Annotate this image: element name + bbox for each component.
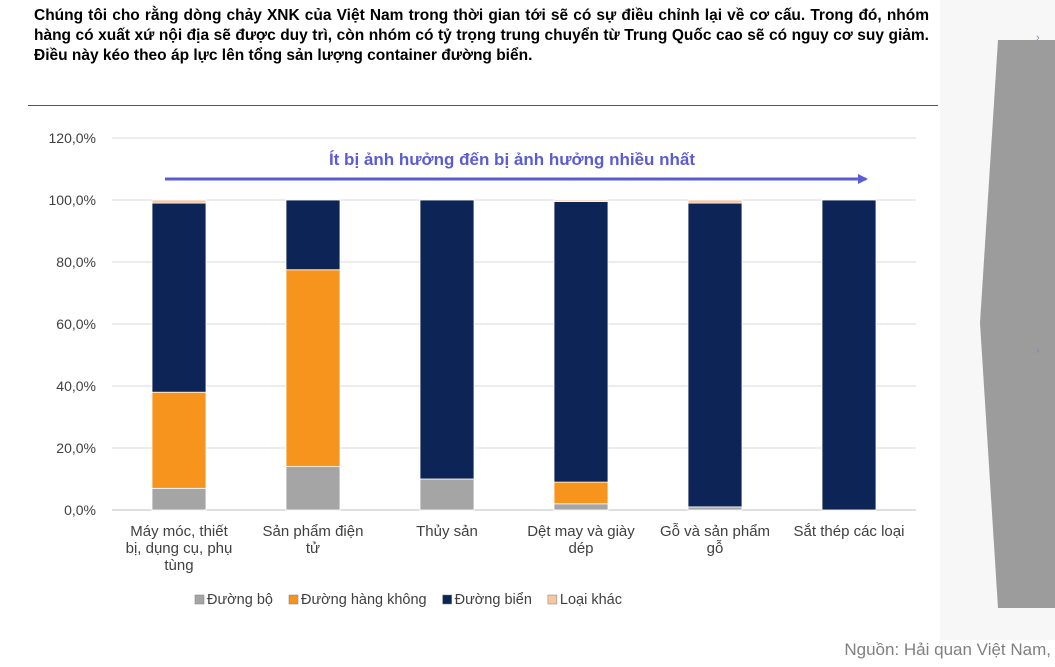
bar-segment <box>151 202 207 393</box>
bar-segment <box>151 199 207 204</box>
side-panel: › › <box>940 0 1055 640</box>
bar-segment <box>285 466 341 511</box>
page-heading: Chúng tôi cho rằng dòng chảy XNK của Việ… <box>34 7 929 64</box>
legend-label: Đường hàng không <box>301 592 427 608</box>
side-chevron-shape <box>980 40 1055 608</box>
bar-segment <box>285 199 341 271</box>
x-category-label: Thủy sản <box>416 523 478 540</box>
x-category-label: Sản phẩm điện tử <box>263 523 364 557</box>
legend-swatch <box>442 594 452 605</box>
bar-segment <box>285 269 341 468</box>
y-tick-label: 60,0% <box>56 316 96 332</box>
bar-segment <box>687 199 743 204</box>
y-tick-label: 0,0% <box>64 502 96 518</box>
legend-label: Đường biển <box>455 592 532 608</box>
bar-segment <box>151 391 207 489</box>
bar-segment <box>151 487 207 511</box>
x-category-label: Sắt thép các loại <box>794 523 905 540</box>
legend-label: Đường bộ <box>207 592 273 608</box>
side-bullet-icon: › <box>1036 345 1040 357</box>
bar-segment <box>553 503 609 511</box>
x-category-label: Gỗ và sản phẩm gỗ <box>660 523 770 557</box>
heading-divider <box>28 105 938 106</box>
bar-segment <box>687 506 743 511</box>
y-tick-label: 100,0% <box>49 192 96 208</box>
y-tick-label: 120,0% <box>49 130 96 146</box>
y-tick-label: 20,0% <box>56 440 96 456</box>
bar-segment <box>553 201 609 483</box>
legend-swatch <box>547 594 558 605</box>
source-note: Nguồn: Hải quan Việt Nam, <box>844 640 1051 659</box>
bar-segment <box>419 478 475 511</box>
bar-segment <box>821 199 877 511</box>
legend-swatch <box>288 594 299 605</box>
stacked-bar-chart: 0,0% 20,0% 40,0% 60,0% 80,0% 100,0% 120,0% Máy… <box>49 130 916 608</box>
x-category-label: Máy móc, thiết bị, dụng cụ, phụ tùng <box>126 523 233 574</box>
y-tick-label: 80,0% <box>56 254 96 270</box>
bar-segment <box>419 199 475 480</box>
x-category-label: Dệt may và giày dép <box>527 523 635 557</box>
legend-swatch <box>194 594 205 605</box>
bar-segment <box>553 199 609 202</box>
y-tick-label: 40,0% <box>56 378 96 394</box>
bar-segment <box>553 481 609 505</box>
side-bullet-icon: › <box>1036 32 1040 44</box>
chart-annotation: Ít bị ảnh hưởng đến bị ảnh hưởng nhiều n… <box>329 150 695 169</box>
legend-label: Loại khác <box>560 592 622 608</box>
bar-segment <box>687 202 743 508</box>
